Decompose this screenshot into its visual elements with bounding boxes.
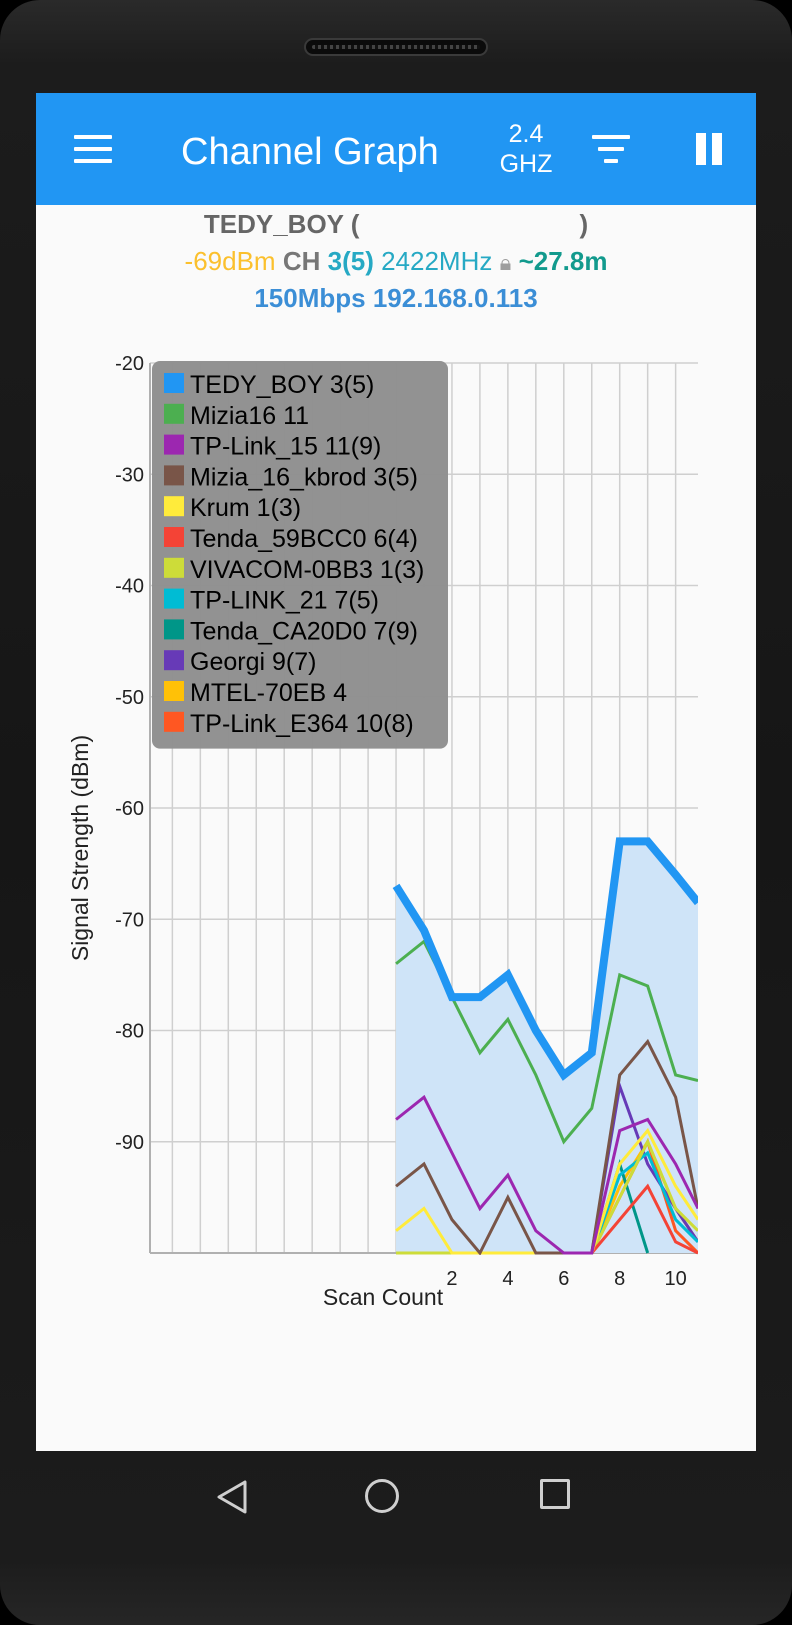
bssid-close-paren: ) (579, 209, 589, 239)
y-tick-label: -90 (115, 1132, 144, 1154)
band-unit: GHZ (499, 150, 553, 178)
legend-box (152, 361, 448, 749)
earpiece-speaker (304, 38, 488, 56)
legend-swatch (164, 557, 184, 578)
system-nav-bar (0, 1451, 792, 1561)
legend-swatch (164, 711, 184, 732)
band-value: 2.4 (508, 120, 544, 148)
home-icon[interactable] (365, 1479, 399, 1513)
legend-label: MTEL-70EB 4 (190, 679, 347, 707)
legend-swatch (164, 373, 184, 393)
series-line-tedy-boy-3-5 (392, 837, 698, 1081)
band-toggle[interactable]: 2.4 GHZ (486, 119, 566, 179)
legend-label: Mizia_16_kbrod 3(5) (190, 463, 418, 491)
series-line-tp-link-15-11-9 (395, 1094, 698, 1255)
legend-swatch (164, 465, 184, 486)
legend-label: Mizia16 11 (190, 402, 309, 430)
signal-strength: -69dBm (184, 246, 276, 276)
bssid-mask (359, 213, 579, 239)
page-title: Channel Graph (181, 131, 439, 173)
legend-swatch (164, 650, 184, 671)
legend-swatch (164, 403, 184, 424)
x-tick-label: 6 (558, 1268, 569, 1290)
highlight-area (396, 841, 698, 1253)
frequency: 2422MHz (381, 246, 493, 276)
y-tick-label: -80 (115, 1021, 144, 1043)
legend-label: TEDY_BOY 3(5) (190, 371, 374, 399)
series-line-tenda-59bcc0-6-4 (590, 1183, 698, 1255)
legend-label: Georgi 9(7) (190, 648, 316, 676)
lock-icon: 🔒︎ (499, 250, 512, 275)
legend-swatch (164, 434, 184, 455)
recent-apps-icon[interactable] (540, 1479, 570, 1509)
menu-icon[interactable] (74, 135, 112, 163)
y-tick-label: -70 (115, 909, 144, 931)
legend-swatch (164, 681, 184, 701)
x-tick-label: 8 (614, 1268, 625, 1290)
x-axis-title: Scan Count (323, 1284, 444, 1310)
x-tick-label: 4 (502, 1268, 513, 1290)
connection-details-line: -69dBm CH 3(5) 2422MHz 🔒︎ ~27.8m (36, 246, 756, 277)
distance: ~27.8m (518, 246, 608, 276)
pause-icon[interactable] (696, 133, 724, 165)
legend-swatch (164, 619, 184, 640)
legend-label: Tenda_CA20D0 7(9) (190, 617, 418, 645)
connected-ssid: TEDY_BOY (203, 209, 344, 239)
y-tick-label: -40 (115, 576, 144, 598)
app-bar: Channel Graph 2.4 GHZ (36, 93, 756, 205)
x-tick-label: 2 (446, 1268, 457, 1290)
legend-label: TP-Link_15 11(9) (190, 433, 381, 461)
back-icon[interactable] (215, 1479, 249, 1515)
legend-label: TP-LINK_21 7(5) (190, 587, 379, 615)
y-tick-label: -60 (115, 798, 144, 820)
y-tick-label: -50 (115, 687, 144, 709)
legend-label: TP-Link_E364 10(8) (190, 710, 414, 738)
connected-ssid-line: TEDY_BOY () (36, 209, 756, 240)
speed-ip-line: 150Mbps 192.168.0.113 (254, 283, 538, 313)
channel-label: CH (282, 246, 321, 276)
series-line-tp-link-21-7-5 (590, 1150, 698, 1254)
y-axis-title: Signal Strength (dBm) (67, 735, 93, 961)
series-line-mizia-16-kbrod-3-5 (395, 1038, 698, 1255)
app-screen: Channel Graph 2.4 GHZ TEDY_BOY () -69dBm… (36, 93, 756, 1451)
filter-icon[interactable] (592, 135, 630, 163)
legend-label: Krum 1(3) (190, 494, 301, 522)
channel-graph-chart[interactable]: -20 -30 -40 -50 -60 -70 -80 -90 2 4 6 8 10 Scan Count… (36, 333, 756, 1413)
legend-label: VIVACOM-0BB3 1(3) (190, 556, 424, 584)
legend-swatch (164, 588, 184, 609)
channel-value: 3(5) (327, 246, 374, 276)
legend-swatch (164, 496, 184, 517)
bssid-open-paren: ( (350, 209, 360, 239)
y-tick-label: -30 (115, 464, 144, 486)
legend-label: Tenda_59BCC0 6(4) (190, 525, 418, 553)
x-tick-label: 10 (665, 1268, 687, 1290)
y-tick-label: -20 (115, 353, 144, 375)
legend-swatch (164, 527, 184, 547)
